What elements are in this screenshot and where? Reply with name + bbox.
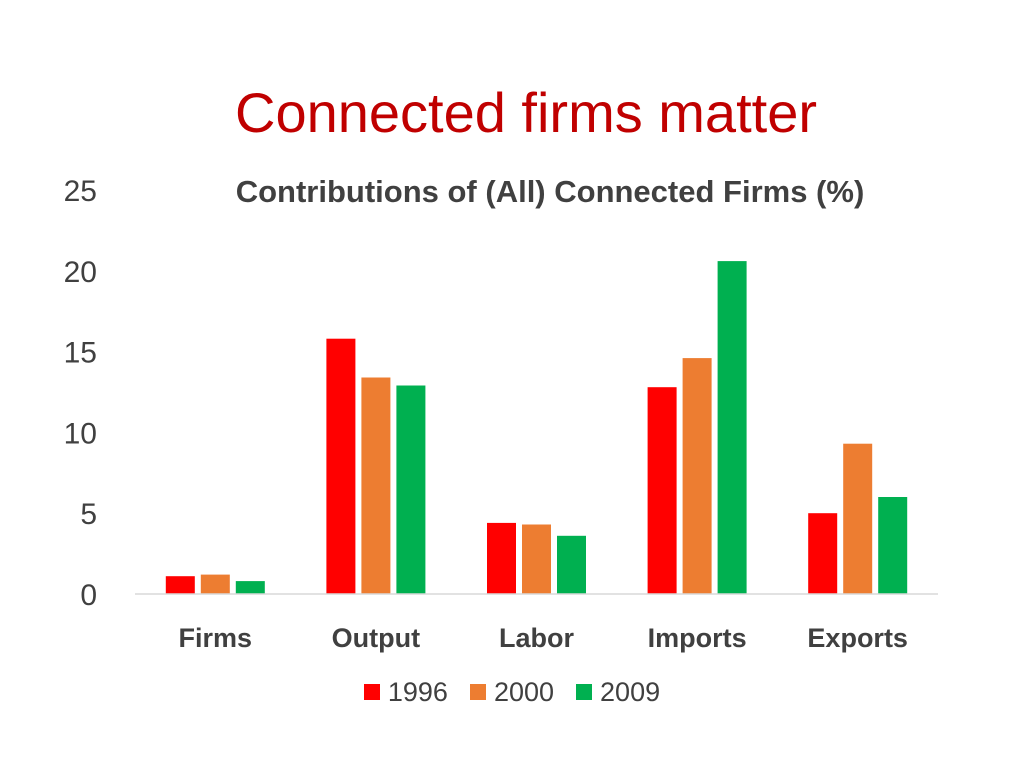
bar-exports-2009 (878, 497, 908, 594)
x-tick-label: Imports (648, 623, 747, 653)
bar-output-1996 (326, 338, 356, 594)
bar-firms-2009 (235, 581, 265, 594)
bar-exports-2000 (843, 443, 873, 594)
legend-item: 2009 (576, 674, 660, 710)
bar-imports-1996 (647, 387, 677, 594)
x-axis: Firms Output Labor Imports Exports (179, 623, 908, 653)
y-tick-label: 5 (80, 498, 97, 531)
y-tick-label: 25 (64, 175, 97, 208)
legend: 1996 2000 2009 (0, 674, 1024, 710)
x-tick-label: Firms (179, 623, 253, 653)
y-axis: 0 5 10 15 20 25 (64, 175, 97, 612)
bar-firms-2000 (200, 574, 230, 594)
bar-output-2009 (396, 385, 426, 594)
y-tick-label: 10 (64, 417, 97, 450)
legend-label: 1996 (387, 677, 448, 707)
bar-imports-2000 (682, 358, 712, 594)
bar-output-2000 (361, 377, 391, 594)
bar-labor-2000 (522, 524, 551, 594)
y-tick-label: 20 (64, 256, 97, 289)
chart-title: Contributions of (All) Connected Firms (… (235, 174, 865, 209)
y-tick-label: 0 (80, 579, 97, 612)
y-tick-label: 15 (64, 337, 97, 370)
x-tick-label: Labor (499, 623, 574, 653)
bar-imports-2009 (717, 261, 747, 594)
legend-swatch (469, 684, 486, 700)
bar-labor-1996 (487, 522, 516, 594)
legend-item: 2000 (469, 674, 555, 710)
bar-labor-2009 (557, 535, 586, 594)
x-tick-label: Output (332, 623, 420, 653)
legend-label: 2000 (493, 677, 555, 707)
legend-item: 1996 (363, 674, 448, 710)
legend-swatch (576, 684, 593, 700)
bars (165, 261, 908, 594)
slide-title: Connected firms matter (235, 81, 817, 144)
legend-swatch (363, 684, 380, 700)
bar-firms-1996 (165, 576, 195, 594)
legend-label: 2009 (600, 677, 661, 707)
x-tick-label: Exports (807, 623, 908, 653)
bar-exports-1996 (808, 513, 838, 594)
